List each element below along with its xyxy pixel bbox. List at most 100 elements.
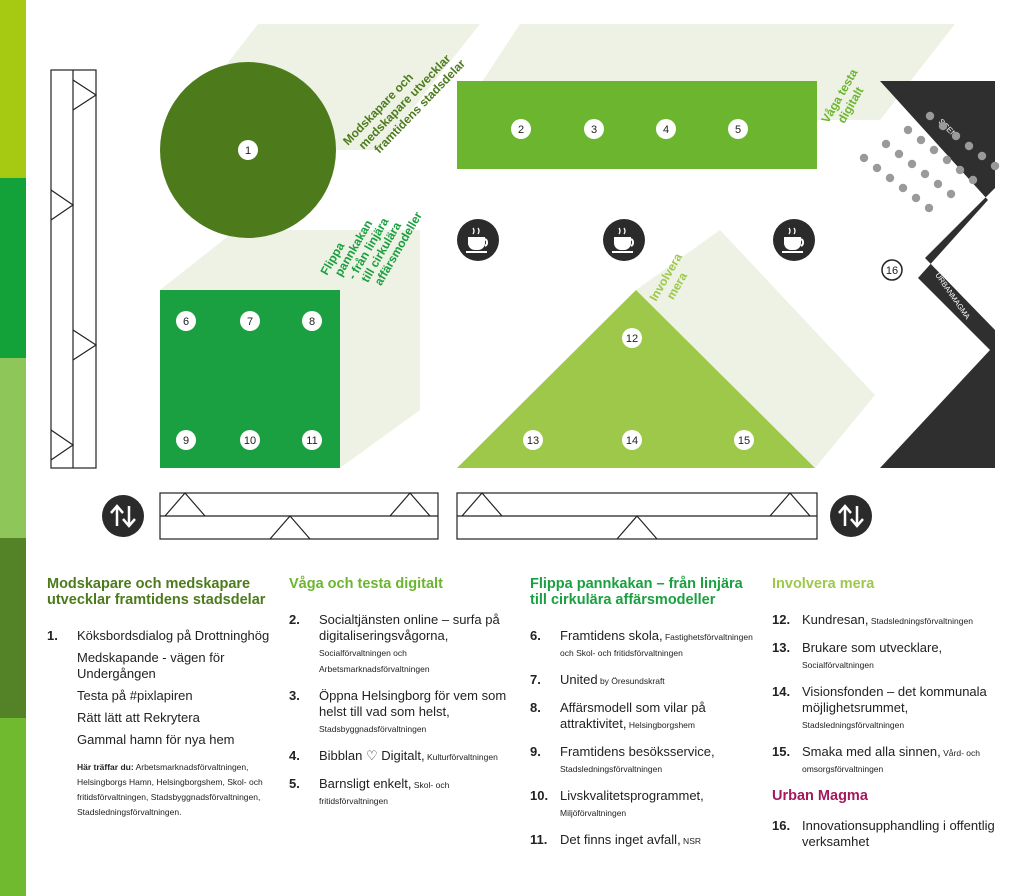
legend-item: 2. Socialtjänsten online – surfa på digit…	[289, 612, 514, 676]
station-number: 4	[663, 124, 669, 136]
legend-heading-2: Våga och testa digitalt	[289, 576, 443, 592]
legend-text: Öppna Helsingborg för vem som helst till…	[319, 688, 507, 734]
station-number: 6	[183, 316, 189, 328]
legend-text: Brukare som utvecklare, Socialförvaltnin…	[802, 640, 943, 670]
urban-magma-stage	[880, 81, 995, 468]
legend-subitem: Testa på #pixlapiren	[77, 688, 193, 703]
legend-text: Bibblan ♡ Digitalt, Kulturförvaltningen	[319, 748, 498, 763]
audience-dot	[916, 135, 926, 145]
legend-num: 3.	[289, 688, 300, 703]
station-number: 14	[626, 435, 638, 447]
station-marker-3: 3	[584, 119, 604, 139]
legend-num: 5.	[289, 776, 300, 791]
zone4-shadow	[636, 230, 875, 468]
legend-num: 4.	[289, 748, 300, 763]
audience-dot	[898, 183, 908, 193]
audience-dot	[872, 163, 882, 173]
legend-item: 11. Det finns inget avfall, NSR	[530, 832, 760, 848]
legend-col-2: Våga och testa digitalt 2. Socialtjänsten…	[289, 576, 514, 820]
legend-num: 14.	[772, 684, 791, 699]
legend-num: 8.	[530, 700, 541, 715]
legend-item: 7. United by Öresundskraft	[530, 672, 760, 688]
station-number: 13	[527, 435, 539, 447]
legend-num: 9.	[530, 744, 541, 759]
station-number: 2	[518, 124, 524, 136]
audience-dot	[885, 173, 895, 183]
legend-num: 7.	[530, 672, 541, 687]
audience-dot	[942, 155, 952, 165]
legend-item: 9. Framtidens besöksservice, Stadsledning…	[530, 744, 760, 776]
color-band-3	[0, 358, 26, 538]
legend-item: 5. Barnsligt enkelt, Skol- och fritidsför…	[289, 776, 514, 808]
coffee-cup-icon	[773, 219, 815, 261]
station-number: 15	[738, 435, 750, 447]
legend-item-1: 1. Köksbordsdialog på Drottninghög	[47, 628, 277, 644]
station-marker-8: 8	[302, 311, 322, 331]
legend-num: 11.	[530, 832, 548, 847]
audience-dot	[933, 179, 943, 189]
legend-col-4: Involvera mera 12. Kundresan, Stadslednin…	[772, 576, 1002, 862]
station-number: 7	[247, 316, 253, 328]
legend-item: 13. Brukare som utvecklare, Socialförvalt…	[772, 640, 1002, 672]
venue-map: SCEN URBANMAGMA Modskapare och medskapar…	[50, 24, 1000, 540]
map-icons	[102, 219, 872, 537]
station-marker-4: 4	[656, 119, 676, 139]
legend-num: 15.	[772, 744, 791, 759]
legend-item: 10. Livskvalitetsprogrammet, Miljöförvalt…	[530, 788, 760, 820]
legend-num: 10.	[530, 788, 549, 803]
legend-item: 8. Affärsmodell som vilar på attraktivite…	[530, 700, 760, 732]
station-marker-7: 7	[240, 311, 260, 331]
station-marker-9: 9	[176, 430, 196, 450]
audience-dot	[924, 203, 934, 213]
legend-text: Innovationsupphandling i offentlig verks…	[802, 818, 995, 849]
color-band-1	[0, 0, 26, 178]
station-marker-12: 12	[622, 328, 642, 348]
station-number: 5	[735, 124, 741, 136]
legend-text: Framtidens besöksservice, Stadsledningsf…	[560, 744, 715, 774]
legend-heading-1: Modskapare och medskapare utvecklar fram…	[47, 576, 266, 608]
legend-subitem: Rätt lätt att Rekrytera	[77, 710, 200, 725]
legend-note: Här träffar du: Arbetsmarknadsförvaltnin…	[77, 762, 263, 817]
left-rack	[50, 69, 98, 469]
station-number: 12	[626, 333, 638, 345]
legend-item: 15. Smaka med alla sinnen, Vård- och omso…	[772, 744, 1002, 776]
color-band-2	[0, 178, 26, 358]
legend-num: 1.	[47, 628, 58, 643]
color-band-4	[0, 538, 26, 718]
legend-text: Smaka med alla sinnen, Vård- och omsorgs…	[802, 744, 980, 774]
station-number: 9	[183, 435, 189, 447]
station-number: 10	[244, 435, 256, 447]
bottom-rack-right	[456, 492, 818, 540]
zone2-rect	[457, 81, 817, 169]
zone4-triangle	[457, 290, 815, 468]
audience-dot	[929, 145, 939, 155]
station-number: 16	[886, 265, 898, 277]
audience-dot	[920, 169, 930, 179]
legend-title: Köksbordsdialog på Drottninghög	[77, 628, 270, 643]
station-marker-16: 16	[881, 259, 903, 281]
legend-text: Livskvalitetsprogrammet, Miljöförvaltnin…	[560, 788, 704, 818]
legend-item: 3. Öppna Helsingborg för vem som helst ti…	[289, 688, 514, 736]
audience-dot	[968, 175, 978, 185]
legend-text: Framtidens skola, Fastighetsförvaltninge…	[560, 628, 753, 658]
legend-item: 16. Innovationsupphandling i offentlig ve…	[772, 818, 1002, 850]
legend-text: United by Öresundskraft	[560, 672, 665, 687]
audience-dot	[911, 193, 921, 203]
audience-dot	[903, 125, 913, 135]
legend-num: 16.	[772, 818, 791, 833]
legend-heading-3: Flippa pannkakan – från linjära till cir…	[530, 576, 743, 608]
legend-item: 14. Visionsfonden – det kommunala möjligh…	[772, 684, 1002, 732]
legend-text: Visionsfonden – det kommunala möjlighets…	[802, 684, 987, 730]
audience-dot	[977, 151, 987, 161]
station-marker-5: 5	[728, 119, 748, 139]
station-marker-13: 13	[523, 430, 543, 450]
audience-dot	[859, 153, 869, 163]
legend-num: 12.	[772, 612, 791, 627]
legend-col-1: Modskapare och medskapare utvecklar fram…	[47, 576, 277, 820]
color-band-5	[0, 718, 26, 896]
station-marker-2: 2	[511, 119, 531, 139]
audience-seating	[859, 111, 1000, 213]
legend-text: Affärsmodell som vilar på attraktivitet,…	[560, 700, 706, 731]
station-number: 11	[306, 435, 317, 447]
